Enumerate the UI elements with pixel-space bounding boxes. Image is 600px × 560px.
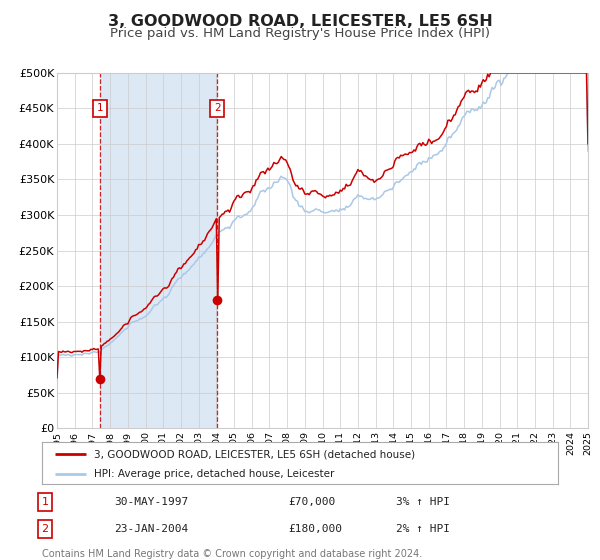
Text: 2% ↑ HPI: 2% ↑ HPI	[396, 524, 450, 534]
Text: 1: 1	[97, 104, 103, 113]
Text: Price paid vs. HM Land Registry's House Price Index (HPI): Price paid vs. HM Land Registry's House …	[110, 27, 490, 40]
Text: 23-JAN-2004: 23-JAN-2004	[114, 524, 188, 534]
Text: 1: 1	[41, 497, 49, 507]
Bar	[100, 73, 217, 428]
Text: HPI: Average price, detached house, Leicester: HPI: Average price, detached house, Leic…	[94, 469, 334, 479]
Text: 30-MAY-1997: 30-MAY-1997	[114, 497, 188, 507]
Text: £70,000: £70,000	[288, 497, 335, 507]
Text: 2: 2	[41, 524, 49, 534]
Text: 2: 2	[214, 104, 221, 113]
Text: Contains HM Land Registry data © Crown copyright and database right 2024.
This d: Contains HM Land Registry data © Crown c…	[42, 549, 422, 560]
Text: £180,000: £180,000	[288, 524, 342, 534]
Text: 3% ↑ HPI: 3% ↑ HPI	[396, 497, 450, 507]
Text: 3, GOODWOOD ROAD, LEICESTER, LE5 6SH (detached house): 3, GOODWOOD ROAD, LEICESTER, LE5 6SH (de…	[94, 449, 415, 459]
Text: 3, GOODWOOD ROAD, LEICESTER, LE5 6SH: 3, GOODWOOD ROAD, LEICESTER, LE5 6SH	[107, 14, 493, 29]
